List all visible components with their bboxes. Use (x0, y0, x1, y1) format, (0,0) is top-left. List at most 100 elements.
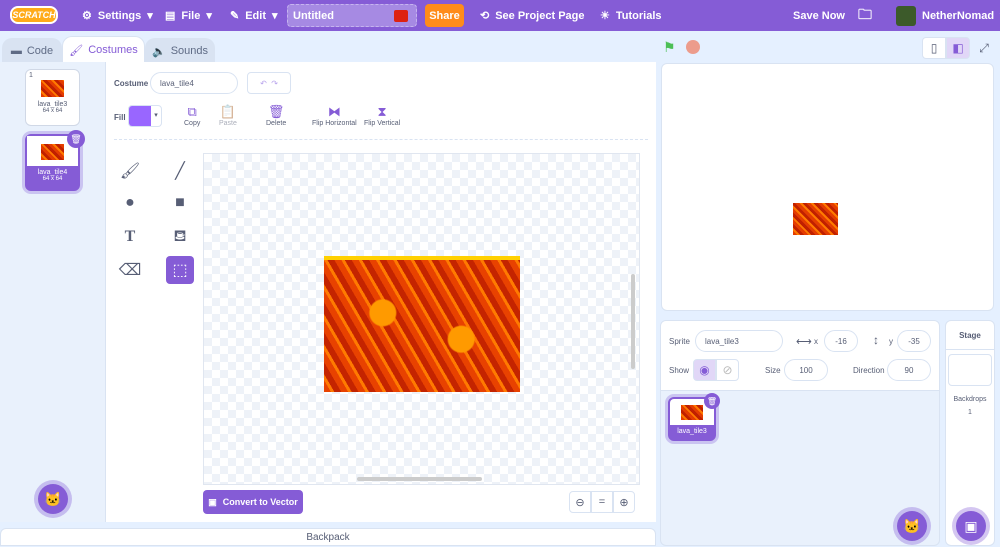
y-input[interactable]: -35 (897, 330, 931, 352)
tab-code-label: Code (26, 45, 54, 57)
stage-sprite[interactable] (793, 203, 838, 235)
choose-backdrop-button[interactable]: ▣ (956, 511, 986, 541)
backdrop-thumbnail (948, 354, 992, 386)
redo-icon[interactable]: ↷ (271, 78, 278, 88)
image-plus-icon: ▣ (964, 517, 978, 534)
drawing-canvas[interactable] (203, 153, 640, 485)
save-now-button[interactable]: Save Now (793, 9, 845, 22)
account-menu[interactable]: NetherNomad▾ (896, 0, 1000, 31)
large-stage-button[interactable]: ◧ (946, 37, 970, 59)
x-input[interactable]: -16 (824, 330, 858, 352)
pencil-icon: ✎ (230, 10, 240, 22)
direction-input[interactable]: 90 (887, 359, 931, 381)
brush-tool[interactable]: 🖌 (119, 163, 141, 180)
costume-thumbnail (41, 144, 64, 160)
green-flag-icon[interactable]: ⚑ (663, 39, 676, 55)
see-project-page-label: See Project Page (495, 9, 585, 22)
tab-costumes[interactable]: 🖌 Costumes (62, 36, 145, 63)
stage-pane[interactable]: Stage Backdrops 1 ▣ (945, 320, 995, 546)
image-icon: ▣ (208, 496, 217, 507)
undo-icon[interactable]: ↶ (260, 78, 267, 88)
costume-item-selected[interactable]: 2 lava_tile4 64 x 64 🗑 (25, 130, 85, 191)
convert-to-vector-button[interactable]: ▣ Convert to Vector (203, 490, 303, 514)
horizontal-scrollbar[interactable] (357, 477, 482, 481)
fill-tool[interactable]: ⛾ (173, 228, 187, 245)
file-icon: ▤ (165, 10, 176, 22)
speaker-icon: 🔈 (151, 45, 166, 58)
show-label: Show (669, 366, 690, 375)
see-project-page-button[interactable]: ⟲ See Project Page (480, 0, 585, 31)
trash-icon: 🗑 (267, 104, 285, 119)
tab-costumes-label: Costumes (88, 44, 138, 56)
file-label: File (181, 9, 201, 22)
fill-label: Fill (114, 113, 126, 122)
sprite-item-selected[interactable]: lava_tile3 🗑 (668, 393, 720, 441)
avatar (896, 5, 916, 26)
rectangle-tool[interactable]: ■ (175, 194, 185, 211)
choose-sprite-button[interactable]: 🐱 (897, 511, 927, 541)
scratch-logo[interactable]: SCRATCH (10, 6, 58, 24)
tutorials-label: Tutorials (615, 9, 662, 22)
costume-name: lava_tile3 (37, 101, 68, 108)
costume-item[interactable]: 1 lava_tile3 64 x 64 (25, 69, 80, 126)
backdrops-label: Backdrops (953, 396, 987, 403)
zoom-out-button[interactable]: ⊖ (569, 491, 591, 513)
file-menu[interactable]: ▤ File ▾ (165, 0, 212, 31)
tab-code[interactable]: ▬ Code (2, 38, 62, 63)
flip-vertical-button[interactable]: ⧗ Flip Vertical (364, 104, 400, 127)
sprite-thumbnail (681, 405, 703, 420)
divider (114, 139, 648, 140)
costume-size: 64 x 64 (42, 176, 63, 182)
zoom-reset-button[interactable]: = (591, 491, 613, 513)
username: NetherNomad (922, 9, 995, 22)
circle-tool[interactable]: ● (125, 194, 135, 211)
my-stuff-folder-icon[interactable]: 🗀 (858, 5, 872, 22)
delete-sprite-icon[interactable]: 🗑 (704, 393, 720, 409)
delete-costume-icon[interactable]: 🗑 (67, 130, 85, 148)
flip-horizontal-button[interactable]: ⧓ Flip Horizontal (312, 104, 357, 127)
paint-editor: Costume lava_tile4 ↶ ↷ Fill ▾ ⧉ Copy 📋 Pas… (106, 62, 656, 522)
fill-swatch (129, 106, 151, 126)
copy-icon: ⧉ (187, 104, 197, 119)
y-arrows-icon: ↕ (873, 333, 879, 347)
paste-label: Paste (219, 120, 237, 127)
show-visible-button[interactable]: ◉ (693, 359, 716, 381)
project-title-input[interactable]: Untitled (287, 4, 417, 27)
show-hidden-button[interactable]: ⊘ (716, 359, 739, 381)
text-tool[interactable]: T (124, 228, 136, 245)
sprite-name-input[interactable]: lava_tile3 (695, 330, 783, 352)
line-tool[interactable]: ╱ (175, 163, 185, 180)
costume-name: lava_tile4 (37, 169, 68, 176)
edit-menu[interactable]: ✎ Edit ▾ (230, 0, 278, 31)
eraser-tool[interactable]: ⌫ (118, 262, 142, 279)
select-tool[interactable]: ⬚ (166, 256, 194, 284)
backpack[interactable]: Backpack (0, 528, 656, 546)
backdrops-count: 1 (968, 409, 972, 416)
cat-plus-icon: 🐱 (903, 517, 921, 534)
tab-sounds[interactable]: 🔈 Sounds (145, 38, 215, 63)
tutorials-button[interactable]: ☀ Tutorials (600, 0, 662, 31)
delete-label: Delete (266, 120, 287, 127)
costume-name-input[interactable]: lava_tile4 (150, 72, 238, 94)
copy-button[interactable]: ⧉ Copy (184, 104, 200, 127)
choose-costume-button[interactable]: 🐱 (38, 484, 68, 514)
share-button[interactable]: Share (425, 4, 464, 27)
settings-menu[interactable]: ⚙ Settings ▾ (82, 0, 153, 31)
sprite-pane: Sprite lava_tile3 ⟷ x -16 ↕ y -35 Show ◉… (660, 320, 940, 546)
caret-down-icon: ▾ (272, 10, 278, 22)
fill-color-picker[interactable]: ▾ (128, 105, 162, 127)
fullscreen-icon[interactable]: ⤢ (979, 41, 989, 55)
direction-label: Direction (853, 366, 885, 375)
paste-button[interactable]: 📋 Paste (219, 104, 237, 127)
caret-down-icon: ▾ (147, 10, 153, 22)
zoom-in-button[interactable]: ⊕ (613, 491, 635, 513)
size-input[interactable]: 100 (784, 359, 828, 381)
vertical-scrollbar[interactable] (631, 274, 635, 369)
small-stage-button[interactable]: ▯ (922, 37, 946, 59)
delete-button[interactable]: 🗑 Delete (266, 104, 286, 127)
x-arrows-icon: ⟷ (796, 336, 812, 348)
lava-tile-image[interactable] (324, 256, 520, 392)
sprite-name: lava_tile3 (677, 428, 707, 435)
stage[interactable] (661, 63, 994, 311)
stop-icon[interactable] (686, 40, 700, 54)
